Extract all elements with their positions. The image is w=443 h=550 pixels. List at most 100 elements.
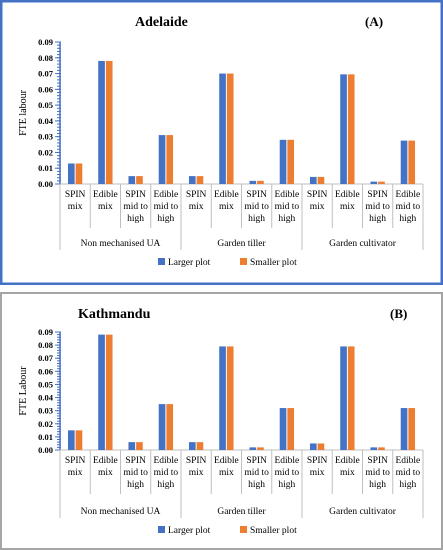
category-label: mid to [123,468,148,478]
category-label: SPIN [367,190,388,200]
bar-larger-plot [128,176,136,184]
bar-larger-plot [249,180,257,184]
y-tick-label: 0.06 [38,366,53,376]
legend-label: Larger plot [168,258,211,268]
category-label: high [157,480,174,490]
y-tick-label: 0.03 [38,132,53,142]
category-label: mid to [154,202,179,212]
bar-larger-plot [400,408,408,450]
category-label: mid to [244,468,269,478]
bar-smaller-plot [408,140,416,184]
category-label: high [248,214,265,224]
panel-label: (A) [365,14,383,29]
bar-larger-plot [370,181,378,184]
category-label: mix [219,202,234,212]
category-label: Edible [93,190,118,200]
category-label: SPIN [307,190,328,200]
bar-larger-plot [158,135,166,184]
category-label: mix [98,468,113,478]
legend-label: Smaller plot [250,526,297,536]
y-tick-label: 0.03 [38,406,53,416]
y-tick-label: 0.05 [38,100,53,110]
category-label: mid to [275,202,300,212]
category-label: SPIN [367,456,388,466]
bar-smaller-plot [378,181,385,184]
category-label: mix [219,468,234,478]
category-label: mid to [365,202,390,212]
bar-smaller-plot [408,408,416,450]
category-label: mid to [275,468,300,478]
category-label: mix [310,202,325,212]
chart-title: Kathmandu [78,307,151,322]
bar-smaller-plot [317,176,325,184]
category-label: Edible [153,190,178,200]
y-tick-label: 0.01 [38,163,53,173]
y-tick-label: 0.08 [38,340,53,350]
category-label: Edible [395,190,420,200]
bar-larger-plot [249,447,257,450]
y-axis-label: FTE Labour [18,366,29,416]
bar-larger-plot [400,140,408,184]
category-label: SPIN [125,190,146,200]
y-tick-label: 0.07 [38,353,54,363]
group-label: Garden tiller [217,239,266,249]
bar-smaller-plot [196,176,204,184]
category-label: mid to [365,468,390,478]
y-tick-label: 0.09 [38,327,53,337]
category-label: mid to [123,202,148,212]
category-label: mid to [154,468,179,478]
category-label: SPIN [307,456,328,466]
y-tick-label: 0.02 [38,419,53,429]
category-label: mix [310,468,325,478]
legend-swatch [158,258,165,265]
group-label: Garden cultivator [329,507,397,517]
category-label: mix [189,202,204,212]
chart-panel-adelaide: Adelaide (A) 0.00 0.01 0.02 0.03 0.04 0.05 0.06 0… [0,0,443,285]
bar-larger-plot [158,404,166,450]
bar-smaller-plot [196,442,204,450]
y-tick-label: 0.02 [38,147,53,157]
category-label: Edible [93,456,118,466]
category-label: Edible [214,456,239,466]
bar-larger-plot [370,447,378,450]
y-tick-label: 0.04 [38,116,54,126]
bar-smaller-plot [166,135,174,184]
category-label: high [399,214,416,224]
bar-smaller-plot [287,139,295,184]
category-label: Edible [335,456,360,466]
bar-smaller-plot [347,74,355,184]
legend-swatch [240,526,247,533]
chart-kathmandu: Kathmandu (B) 0.00 0.01 0.02 0.03 0.04 0.05 0.06… [0,292,443,550]
chart-adelaide: Adelaide (A) 0.00 0.01 0.02 0.03 0.04 0.05 0.06 0… [0,0,443,285]
category-label: Edible [335,190,360,200]
bar-larger-plot [188,176,196,184]
group-label: Garden cultivator [329,239,397,249]
bar-larger-plot [67,163,75,184]
y-tick-label: 0.00 [38,179,53,189]
category-label: Edible [153,456,178,466]
bar-larger-plot [340,346,347,450]
bar-larger-plot [279,408,287,450]
y-tick-label: 0.09 [38,37,53,47]
bar-larger-plot [98,334,105,450]
bar-larger-plot [309,176,317,184]
bar-larger-plot [128,442,136,450]
legend-swatch [158,526,165,533]
category-label: high [127,480,144,490]
bar-larger-plot [98,60,105,184]
bar-smaller-plot [136,442,143,450]
y-tick-label: 0.08 [38,53,53,63]
category-label: mix [98,202,113,212]
bar-smaller-plot [347,346,355,450]
category-label: Edible [274,190,299,200]
bar-larger-plot [219,346,226,450]
legend-label: Smaller plot [250,258,297,268]
bar-larger-plot [279,139,287,184]
category-label: mix [340,202,355,212]
bar-smaller-plot [105,334,113,450]
group-label: Non mechanised UA [81,239,161,249]
category-label: Edible [274,456,299,466]
group-label: Garden tiller [217,507,266,517]
category-label: high [278,214,295,224]
category-label: high [399,480,416,490]
